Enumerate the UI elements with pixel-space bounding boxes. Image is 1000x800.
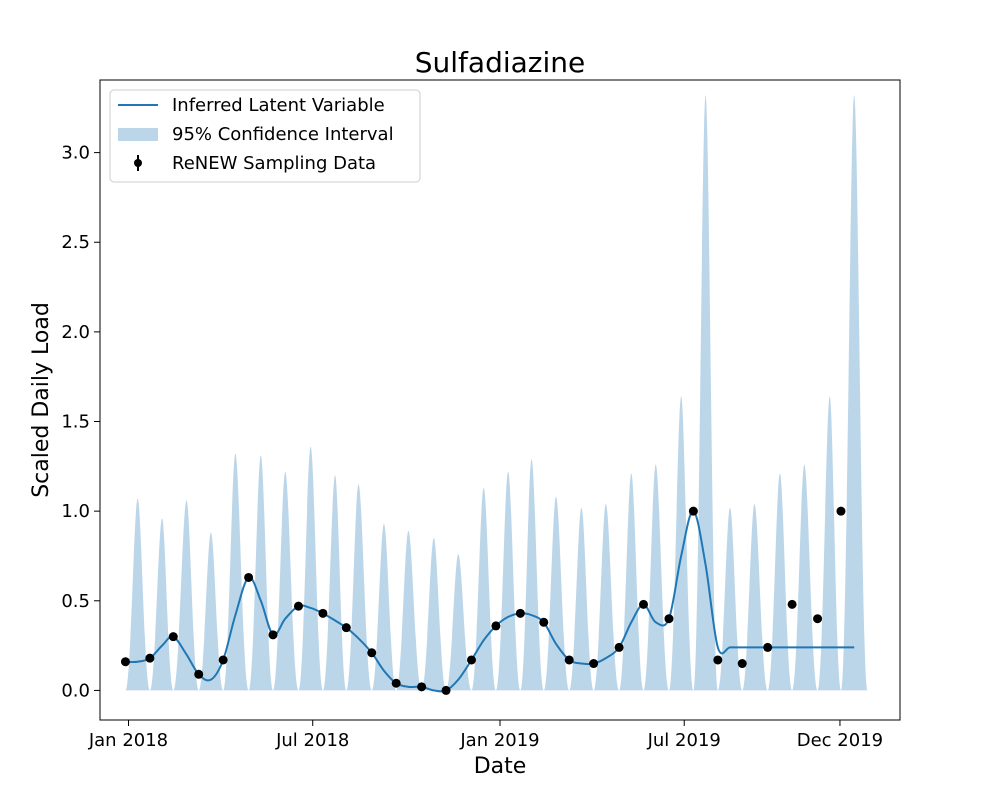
sampling-point bbox=[268, 630, 278, 640]
confidence-band-segment bbox=[717, 507, 743, 691]
plot-area bbox=[120, 95, 868, 695]
legend: Inferred Latent Variable 95% Confidence … bbox=[109, 89, 421, 183]
sampling-point-layer bbox=[120, 506, 846, 695]
confidence-band-segment bbox=[149, 518, 174, 691]
legend-band-swatch bbox=[118, 128, 158, 141]
sampling-point bbox=[688, 506, 698, 516]
sampling-point bbox=[318, 608, 328, 618]
sampling-point bbox=[491, 621, 501, 631]
sampling-point bbox=[737, 659, 747, 669]
confidence-band-segment bbox=[371, 523, 397, 691]
x-tick-label: Jan 2018 bbox=[88, 730, 168, 751]
confidence-band-segment bbox=[273, 471, 299, 691]
confidence-band-segment bbox=[668, 396, 694, 691]
sampling-point bbox=[341, 623, 351, 633]
confidence-band-segment bbox=[569, 507, 594, 691]
sampling-point bbox=[391, 678, 401, 688]
x-tick-label: Jul 2019 bbox=[647, 730, 721, 751]
confidence-band-segment bbox=[693, 95, 718, 691]
confidence-band-segment bbox=[817, 396, 841, 691]
sampling-point bbox=[515, 608, 525, 618]
chart-title: Sulfadiazine bbox=[415, 46, 585, 79]
sampling-point bbox=[467, 655, 477, 665]
confidence-band-segment bbox=[792, 464, 818, 691]
sampling-point bbox=[787, 599, 797, 609]
confidence-band-segment bbox=[421, 538, 447, 691]
y-axis-label: Scaled Daily Load bbox=[29, 302, 54, 498]
confidence-band-segment bbox=[520, 459, 544, 691]
confidence-band-layer bbox=[125, 95, 868, 691]
sampling-point bbox=[145, 653, 155, 663]
x-axis-ticks: Jan 2018 Jul 2018 Jan 2019 Jul 2019 Dec 2019 bbox=[88, 720, 883, 751]
confidence-band-segment bbox=[767, 473, 793, 691]
confidence-band-segment bbox=[198, 532, 224, 691]
sampling-point bbox=[367, 648, 377, 658]
sampling-point bbox=[763, 642, 773, 652]
sampling-point bbox=[564, 655, 574, 665]
y-tick-label: 1.5 bbox=[61, 412, 90, 433]
x-tick-label: Jan 2019 bbox=[459, 730, 539, 751]
y-tick-label: 1.0 bbox=[61, 501, 90, 522]
legend-entry-sampling: ReNEW Sampling Data bbox=[172, 153, 376, 174]
y-tick-label: 3.0 bbox=[61, 143, 90, 164]
y-axis-ticks: 0.0 0.5 1.0 1.5 2.0 2.5 3.0 bbox=[61, 143, 100, 701]
sampling-point bbox=[244, 572, 254, 582]
confidence-band-segment bbox=[446, 554, 472, 691]
sampling-point bbox=[589, 659, 599, 669]
x-tick-label: Dec 2019 bbox=[797, 730, 883, 751]
confidence-band-segment bbox=[173, 500, 199, 691]
confidence-band-segment bbox=[248, 455, 274, 691]
x-axis-label: Date bbox=[474, 754, 527, 779]
y-tick-label: 2.0 bbox=[61, 322, 90, 343]
confidence-band-segment bbox=[495, 471, 521, 691]
legend-marker-swatch bbox=[134, 159, 142, 167]
sampling-point bbox=[614, 642, 624, 652]
confidence-band-segment bbox=[593, 503, 620, 691]
confidence-band-segment bbox=[840, 95, 868, 691]
sampling-point bbox=[218, 655, 228, 665]
sampling-point bbox=[120, 657, 130, 667]
sampling-point bbox=[441, 685, 451, 695]
confidence-band-segment bbox=[742, 503, 768, 691]
sampling-point bbox=[639, 599, 649, 609]
confidence-band-segment bbox=[223, 453, 249, 691]
legend-entry-confidence: 95% Confidence Interval bbox=[172, 124, 394, 145]
sampling-point bbox=[813, 614, 823, 624]
sampling-point bbox=[168, 632, 178, 642]
legend-entry-latent: Inferred Latent Variable bbox=[172, 95, 385, 116]
legend-box bbox=[109, 89, 421, 183]
confidence-band-segment bbox=[471, 487, 496, 691]
sampling-point bbox=[194, 669, 204, 679]
confidence-band-segment bbox=[322, 475, 347, 691]
confidence-band-segment bbox=[543, 496, 570, 691]
y-tick-label: 0.0 bbox=[61, 680, 90, 701]
y-tick-label: 0.5 bbox=[61, 591, 90, 612]
confidence-band-segment bbox=[346, 484, 372, 691]
confidence-band-segment bbox=[643, 464, 669, 691]
confidence-band-segment bbox=[298, 446, 323, 691]
sampling-point bbox=[417, 682, 427, 692]
sampling-point bbox=[836, 506, 846, 516]
sampling-point bbox=[713, 655, 723, 665]
confidence-band-segment bbox=[396, 530, 422, 691]
sampling-point bbox=[293, 601, 303, 611]
sampling-point bbox=[539, 617, 549, 627]
confidence-band-segment bbox=[125, 498, 150, 691]
confidence-band-segment bbox=[619, 473, 644, 691]
x-tick-label: Jul 2018 bbox=[275, 730, 349, 751]
y-tick-label: 2.5 bbox=[61, 232, 90, 253]
sampling-point bbox=[664, 614, 674, 624]
